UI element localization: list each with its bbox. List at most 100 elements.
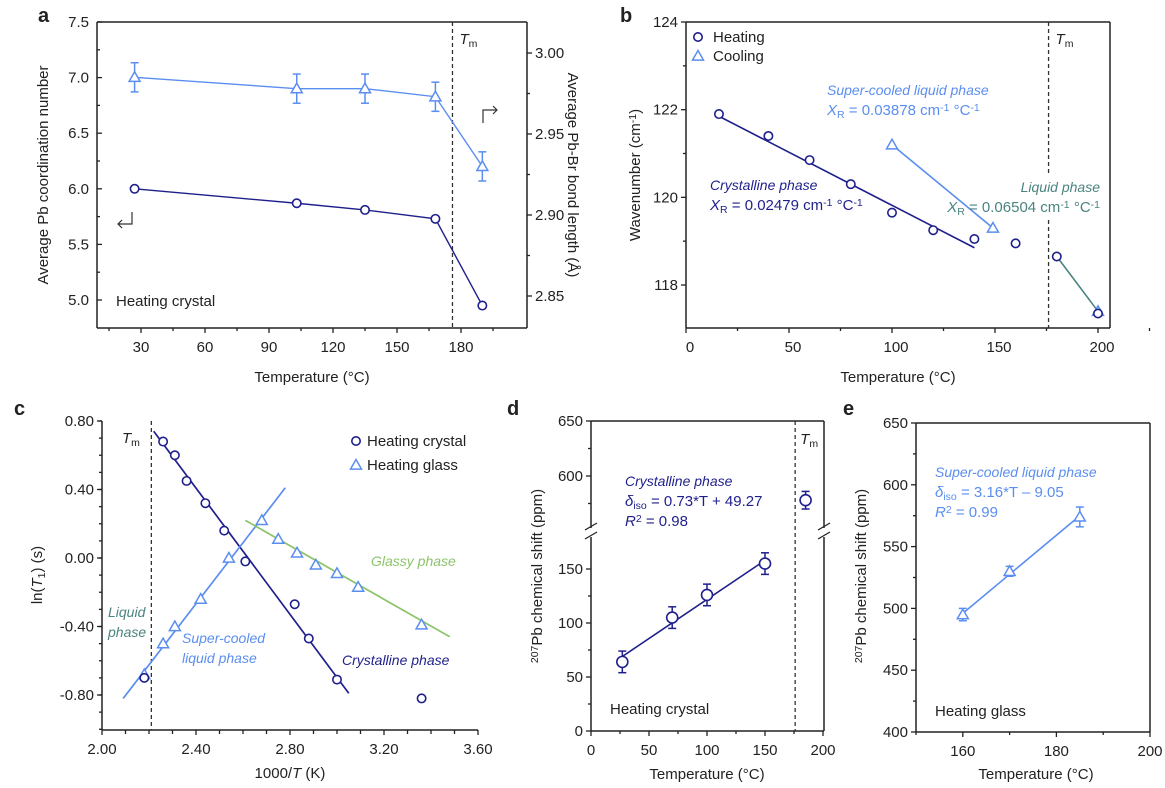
annotation-crystalline-xr-part: X [709, 197, 721, 214]
data-point-bond-length [475, 159, 490, 172]
annotation-super-cooled-xr-part: -1 [940, 102, 949, 114]
y-axis-label: Wavenumber (cm-1) [627, 109, 644, 241]
tm-label-part: T [459, 31, 470, 48]
data-point-heating [763, 130, 774, 141]
fit-line [153, 430, 350, 694]
legend-marker-cooling [691, 48, 705, 61]
y-tick-label: 124 [653, 14, 678, 31]
data-point-heating-crystal [616, 655, 629, 669]
series-line-bond-length [134, 76, 483, 167]
y-axis-label-part: Pb chemical shift (ppm) [853, 489, 870, 646]
y-axis-label-part: 1 [36, 572, 48, 578]
fit-line [621, 559, 766, 658]
y-tick-label-right: 2.95 [535, 126, 564, 143]
x-tick-label: 150 [752, 742, 777, 759]
x-axis-label: Temperature (°C) [254, 369, 369, 386]
annotation-heating-glass: Heating glass [935, 703, 1026, 720]
x-tick-label: 180 [1044, 743, 1069, 760]
x-tick-label: 60 [197, 339, 214, 356]
tm-label: Tm [1056, 31, 1074, 50]
annotation-fit-equation-part: = 0.73*T + 49.27 [647, 493, 763, 510]
y-tick-label: 122 [653, 102, 678, 119]
legend-marker-crystal [350, 435, 361, 446]
annotation-liquid-xr-part: = 0.06504 cm [965, 199, 1060, 216]
data-point-heating [928, 225, 939, 236]
x-tick-label: 50 [785, 339, 802, 356]
panel-a: a 30 60 90 120 150 180 5.0 5.5 6.0 6.5 7.0 7.5 2.85 2.… [35, 5, 581, 386]
arrow-left-icon [117, 212, 133, 229]
y-tick-label-right: 3.00 [535, 45, 564, 62]
y-axis-label-part: T [29, 577, 46, 588]
data-point-crystal [416, 693, 427, 704]
panel-label: b [620, 5, 632, 27]
x-tick-label: 180 [448, 339, 473, 356]
y-tick-label: 7.5 [68, 14, 89, 31]
data-point-crystal [240, 556, 251, 567]
y-axis-label-part: -1 [627, 114, 639, 123]
y-tick-label: 6.0 [68, 181, 89, 198]
x-tick-label: 200 [1089, 339, 1114, 356]
y-tick-label: 650 [558, 413, 583, 430]
annotation-liquid-xr-part: -1 [1060, 199, 1069, 211]
data-point-crystal [181, 475, 192, 486]
y-tick-label: 0.80 [65, 413, 94, 430]
x-tick-label: 50 [641, 742, 658, 759]
y-axis-label-part: Pb chemical shift (ppm) [529, 489, 546, 646]
data-point-glass [414, 617, 429, 630]
annotation-fit-equation-part: = 3.16*T – 9.05 [957, 484, 1064, 501]
annotation-fit-r2: R2 = 0.99 [935, 504, 998, 521]
x-axis-label: Temperature (°C) [978, 766, 1093, 783]
annotation-super-cooled-xr-part: = 0.03878 cm [845, 102, 940, 119]
legend-marker-glass [349, 457, 363, 470]
y-tick-label: 650 [883, 415, 908, 432]
annotation-liquid-title: Liquid phase [1021, 179, 1101, 195]
x-tick-label: 100 [883, 339, 908, 356]
y-tick-label-right: 2.90 [535, 207, 564, 224]
x-tick-label: 150 [986, 339, 1011, 356]
annotation-fit-equation: δiso = 3.16*T – 9.05 [935, 484, 1064, 503]
x-axis-label: 1000/T (K) [255, 765, 326, 782]
annotation-fit-equation-part: iso [943, 491, 957, 503]
data-point-coordination [291, 198, 302, 209]
panel-e: e 160 180 200 400 450 500 550 600 650 Temperature … [843, 398, 1163, 783]
x-tick-label: 0 [686, 339, 694, 356]
tm-label: Tm [459, 31, 477, 50]
data-point-glass [193, 592, 208, 604]
axis-break-mark [817, 522, 831, 531]
annotation-scl-2: liquid phase [182, 650, 257, 666]
y-tick-label-right: 2.85 [535, 288, 564, 305]
y-axis-label-part: ln( [29, 587, 46, 604]
annotation-fit-r2-part: = 0.98 [642, 513, 688, 530]
data-point-heating-glass [956, 607, 970, 620]
y-tick-label: 5.0 [68, 292, 89, 309]
x-tick-label: 3.60 [463, 741, 492, 758]
annotation-super-cooled-xr: XR = 0.03878 cm-1 °C-1 [826, 102, 980, 121]
tm-label-part: m [809, 438, 818, 450]
data-point-crystal [169, 450, 180, 461]
data-point-glass [351, 580, 365, 592]
annotation-fit-r2-part: R [935, 504, 946, 521]
annotation-heating-crystal: Heating crystal [610, 701, 709, 718]
data-point-heating-crystal [758, 557, 772, 570]
data-point-heating [1093, 308, 1104, 319]
data-point-heating-glass [1002, 564, 1017, 577]
y-tick-label: -0.40 [60, 619, 94, 636]
x-axis-label-part: (K) [301, 765, 325, 782]
y-tick-label: 7.0 [68, 70, 89, 87]
x-tick-label: 150 [384, 339, 409, 356]
data-point-bond-length [127, 70, 142, 83]
y-tick-label: 50 [566, 669, 583, 686]
y-tick-label: 6.5 [68, 125, 89, 142]
panel-label: a [38, 5, 50, 27]
annotation-scl-1: Super-cooled [182, 630, 266, 646]
y-axis-label-part: 207 [853, 645, 865, 663]
x-tick-label: 30 [133, 339, 150, 356]
data-point-heating [845, 179, 856, 190]
y-tick-label: 118 [654, 277, 678, 294]
annotation-fit-r2-part: = 0.99 [952, 504, 998, 521]
fit-line [962, 515, 1081, 614]
legend-heating-glass: Heating glass [367, 457, 458, 474]
annotation-liquid-xr-part: X [946, 199, 958, 216]
x-tick-label: 2.00 [87, 741, 116, 758]
y-tick-label: 500 [883, 600, 908, 617]
